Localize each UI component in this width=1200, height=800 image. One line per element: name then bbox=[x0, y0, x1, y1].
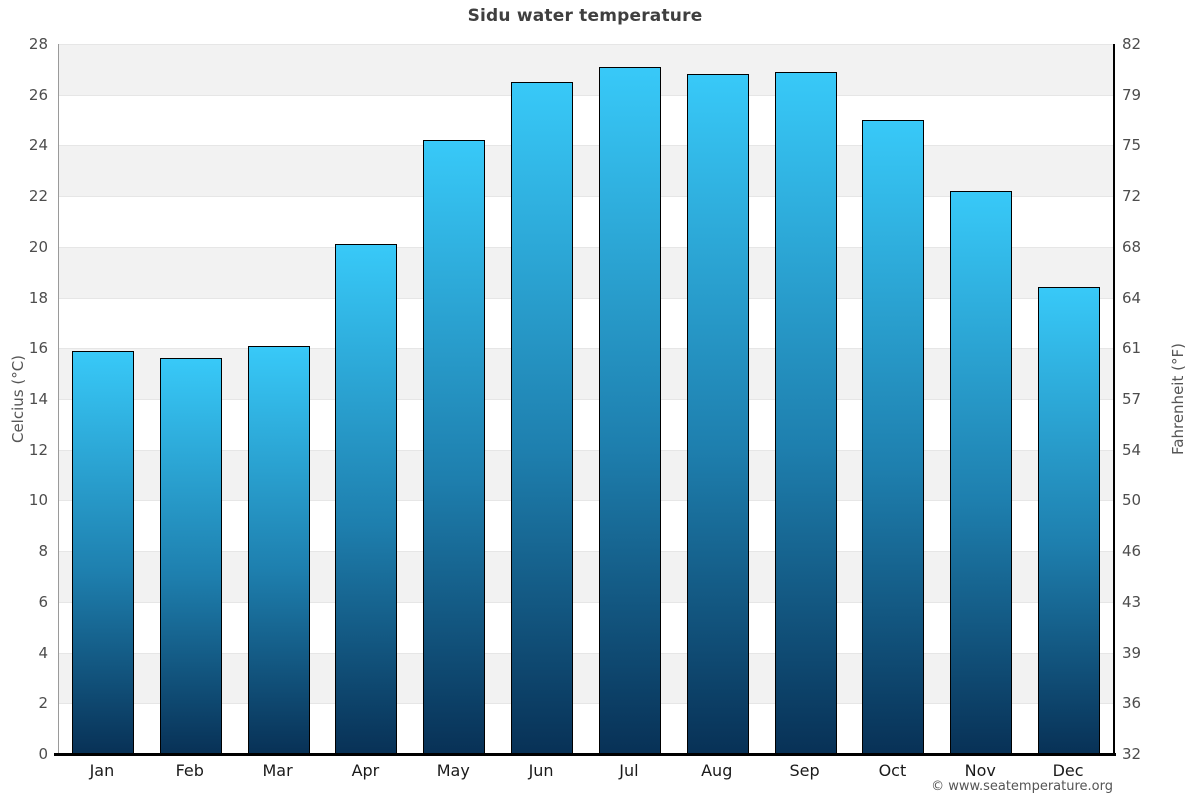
y-tick-label-fahrenheit: 43 bbox=[1122, 592, 1142, 611]
x-tick-label-jun: Jun bbox=[528, 761, 554, 780]
bar-feb[interactable] bbox=[159, 358, 222, 754]
gridline bbox=[59, 449, 1113, 451]
gridline bbox=[59, 44, 1113, 45]
y-tick-label-fahrenheit: 72 bbox=[1122, 187, 1142, 206]
y-tick-label-celsius: 10 bbox=[28, 491, 48, 510]
y-tick-label-fahrenheit: 75 bbox=[1122, 136, 1142, 155]
gridline bbox=[59, 145, 1113, 147]
x-tick-label-jan: Jan bbox=[89, 761, 115, 780]
bar-nov[interactable] bbox=[950, 191, 1013, 754]
y-tick-label-celsius: 12 bbox=[28, 440, 48, 459]
x-tick-label-apr: Apr bbox=[351, 761, 380, 780]
y-tick-label-celsius: 20 bbox=[28, 237, 48, 256]
x-tick-label-aug: Aug bbox=[701, 761, 733, 780]
gridline bbox=[59, 348, 1113, 350]
y-tick-label-fahrenheit: 82 bbox=[1122, 35, 1142, 53]
x-tick-label-dec: Dec bbox=[1052, 761, 1084, 780]
y-tick-label-fahrenheit: 54 bbox=[1122, 440, 1142, 459]
gridline bbox=[59, 652, 1113, 654]
x-tick-label-jul: Jul bbox=[619, 761, 639, 780]
y-axis-title-fahrenheit: Fahrenheit (°F) bbox=[1169, 343, 1187, 455]
bar-oct[interactable] bbox=[862, 120, 925, 754]
y-tick-label-fahrenheit: 57 bbox=[1122, 390, 1142, 408]
gridline bbox=[59, 601, 1113, 603]
y-tick-label-celsius: 28 bbox=[28, 35, 48, 53]
y-tick-label-celsius: 2 bbox=[38, 694, 48, 713]
grid-band bbox=[59, 551, 1113, 602]
y-tick-label-celsius: 26 bbox=[28, 85, 48, 104]
y-tick-label-fahrenheit: 50 bbox=[1122, 491, 1142, 510]
grid-band bbox=[59, 652, 1113, 704]
bar-jun[interactable] bbox=[511, 82, 574, 754]
x-tick-label-feb: Feb bbox=[175, 761, 204, 780]
y-tick-label-fahrenheit: 79 bbox=[1122, 85, 1142, 104]
x-axis-line bbox=[54, 753, 1116, 756]
gridline bbox=[59, 246, 1113, 248]
grid-band bbox=[59, 145, 1113, 197]
y-tick-label-celsius: 24 bbox=[28, 136, 48, 155]
bar-jul[interactable] bbox=[598, 66, 661, 754]
grid-band bbox=[59, 449, 1113, 501]
y-tick-label-celsius: 18 bbox=[28, 288, 48, 307]
gridline bbox=[59, 703, 1113, 705]
grid-band bbox=[59, 44, 1113, 95]
bar-may[interactable] bbox=[423, 140, 486, 754]
x-tick-label-mar: Mar bbox=[262, 761, 293, 780]
y-tick-label-fahrenheit: 64 bbox=[1122, 288, 1142, 307]
bar-mar[interactable] bbox=[247, 345, 310, 754]
bar-sep[interactable] bbox=[774, 71, 837, 754]
plot-area bbox=[58, 44, 1115, 754]
x-tick-label-nov: Nov bbox=[964, 761, 996, 780]
y-tick-label-fahrenheit: 32 bbox=[1122, 745, 1142, 763]
x-tick-label-sep: Sep bbox=[789, 761, 820, 780]
y-tick-label-fahrenheit: 46 bbox=[1122, 542, 1142, 561]
x-tick-label-oct: Oct bbox=[878, 761, 907, 780]
y-tick-label-celsius: 14 bbox=[28, 390, 48, 408]
y-tick-label-fahrenheit: 36 bbox=[1122, 694, 1142, 713]
y-tick-label-celsius: 22 bbox=[28, 187, 48, 206]
chart-title: Sidu water temperature bbox=[467, 6, 703, 26]
gridline bbox=[59, 500, 1113, 502]
gridline bbox=[59, 551, 1113, 553]
y-tick-label-fahrenheit: 39 bbox=[1122, 643, 1142, 662]
grid-band bbox=[59, 246, 1113, 298]
grid-band bbox=[59, 348, 1113, 399]
y-tick-label-celsius: 16 bbox=[28, 339, 48, 358]
bar-apr[interactable] bbox=[335, 244, 398, 754]
gridline bbox=[59, 399, 1113, 400]
bar-aug[interactable] bbox=[686, 74, 749, 754]
y-tick-label-celsius: 8 bbox=[38, 542, 48, 561]
y-tick-label-celsius: 4 bbox=[38, 643, 48, 662]
y-tick-label-celsius: 0 bbox=[38, 745, 48, 763]
bar-jan[interactable] bbox=[71, 350, 134, 754]
bar-dec[interactable] bbox=[1038, 287, 1101, 754]
copyright-credit: © www.seatemperature.org bbox=[931, 779, 1113, 794]
y-tick-label-celsius: 6 bbox=[38, 592, 48, 611]
gridline bbox=[59, 297, 1113, 299]
y-tick-label-fahrenheit: 68 bbox=[1122, 237, 1142, 256]
y-tick-label-fahrenheit: 61 bbox=[1122, 339, 1142, 358]
gridline bbox=[59, 196, 1113, 198]
x-tick-label-may: May bbox=[436, 761, 470, 780]
gridline bbox=[59, 94, 1113, 96]
